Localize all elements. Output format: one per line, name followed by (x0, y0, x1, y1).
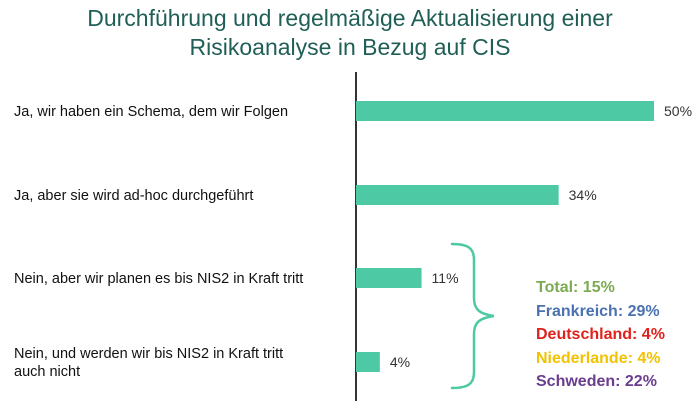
chart-title-line-1: Durchführung und regelmäßige Aktualisier… (87, 5, 613, 31)
category-label-2: Ja, aber sie wird ad-hoc durchgeführt (14, 188, 253, 204)
chart-title: Durchführung und regelmäßige Aktualisier… (0, 4, 700, 62)
value-label-4: 4% (390, 354, 410, 370)
value-label-1: 50% (664, 103, 692, 119)
breakdown-item-4: Niederlande: 4% (536, 349, 661, 367)
breakdown-item-2: Frankreich: 29% (536, 302, 660, 320)
value-label-3: 11% (432, 270, 459, 286)
value-label-2: 34% (569, 187, 597, 203)
bar-3 (356, 268, 422, 288)
category-label-3: Nein, aber wir planen es bis NIS2 in Kra… (14, 271, 303, 287)
bar-2 (356, 185, 559, 205)
breakdown-item-5: Schweden: 22% (536, 373, 657, 390)
bar-4 (356, 352, 380, 372)
bar-1 (356, 101, 654, 121)
breakdown-item-1: Total: 15% (536, 279, 615, 296)
category-label-4: Nein, und werden wir bis NIS2 in Kraft t… (14, 346, 283, 380)
breakdown-item-3: Deutschland: 4% (536, 326, 665, 343)
country-breakdown: Total: 15% Frankreich: 29% Deutschland: 4%… (536, 276, 665, 394)
bars-layer (356, 101, 654, 372)
labels-layer: 50% Ja, wir haben ein Schema, dem wir Fol… (14, 103, 692, 380)
chart-title-line-2: Risikoanalyse in Bezug auf CIS (189, 34, 511, 60)
bracket-shape (450, 242, 495, 390)
category-label-1: Ja, wir haben ein Schema, dem wir Folgen (14, 104, 288, 120)
